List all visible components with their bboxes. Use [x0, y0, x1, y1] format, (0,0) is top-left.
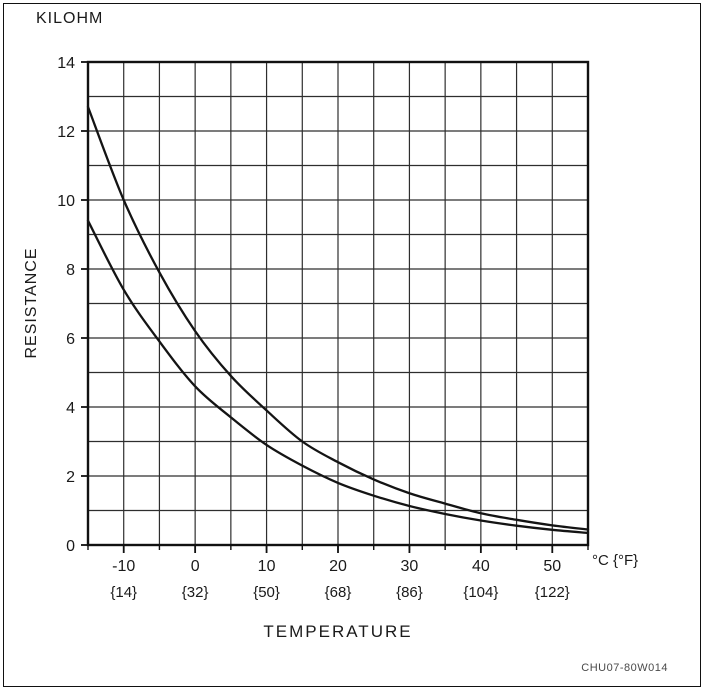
- x-axis-title: TEMPERATURE: [263, 622, 413, 641]
- svg-text:0: 0: [191, 558, 200, 575]
- svg-text:4: 4: [66, 400, 75, 417]
- svg-text:0: 0: [66, 538, 75, 555]
- lower-curve: [86, 219, 590, 535]
- svg-text:40: 40: [472, 558, 490, 575]
- svg-text:12: 12: [57, 124, 75, 141]
- svg-text:{14}: {14}: [110, 584, 137, 601]
- svg-text:-10: -10: [112, 558, 135, 575]
- svg-text:50: 50: [543, 558, 561, 575]
- svg-text:6: 6: [66, 331, 75, 348]
- svg-text:{68}: {68}: [325, 584, 352, 601]
- svg-text:{50}: {50}: [253, 584, 280, 601]
- y-axis-unit-label: KILOHM: [36, 10, 104, 27]
- upper-curve: [86, 105, 590, 531]
- svg-text:2: 2: [66, 469, 75, 486]
- svg-text:{122}: {122}: [535, 584, 570, 601]
- svg-text:14: 14: [57, 55, 75, 72]
- svg-text:8: 8: [66, 262, 75, 279]
- figure-code: CHU07-80W014: [581, 662, 668, 674]
- svg-text:30: 30: [401, 558, 419, 575]
- svg-text:20: 20: [329, 558, 347, 575]
- svg-text:10: 10: [57, 193, 75, 210]
- svg-text:{104}: {104}: [463, 584, 498, 601]
- svg-text:{32}: {32}: [182, 584, 209, 601]
- svg-text:10: 10: [258, 558, 276, 575]
- x-axis-unit-label: °C {°F}: [592, 552, 639, 569]
- svg-text:{86}: {86}: [396, 584, 423, 601]
